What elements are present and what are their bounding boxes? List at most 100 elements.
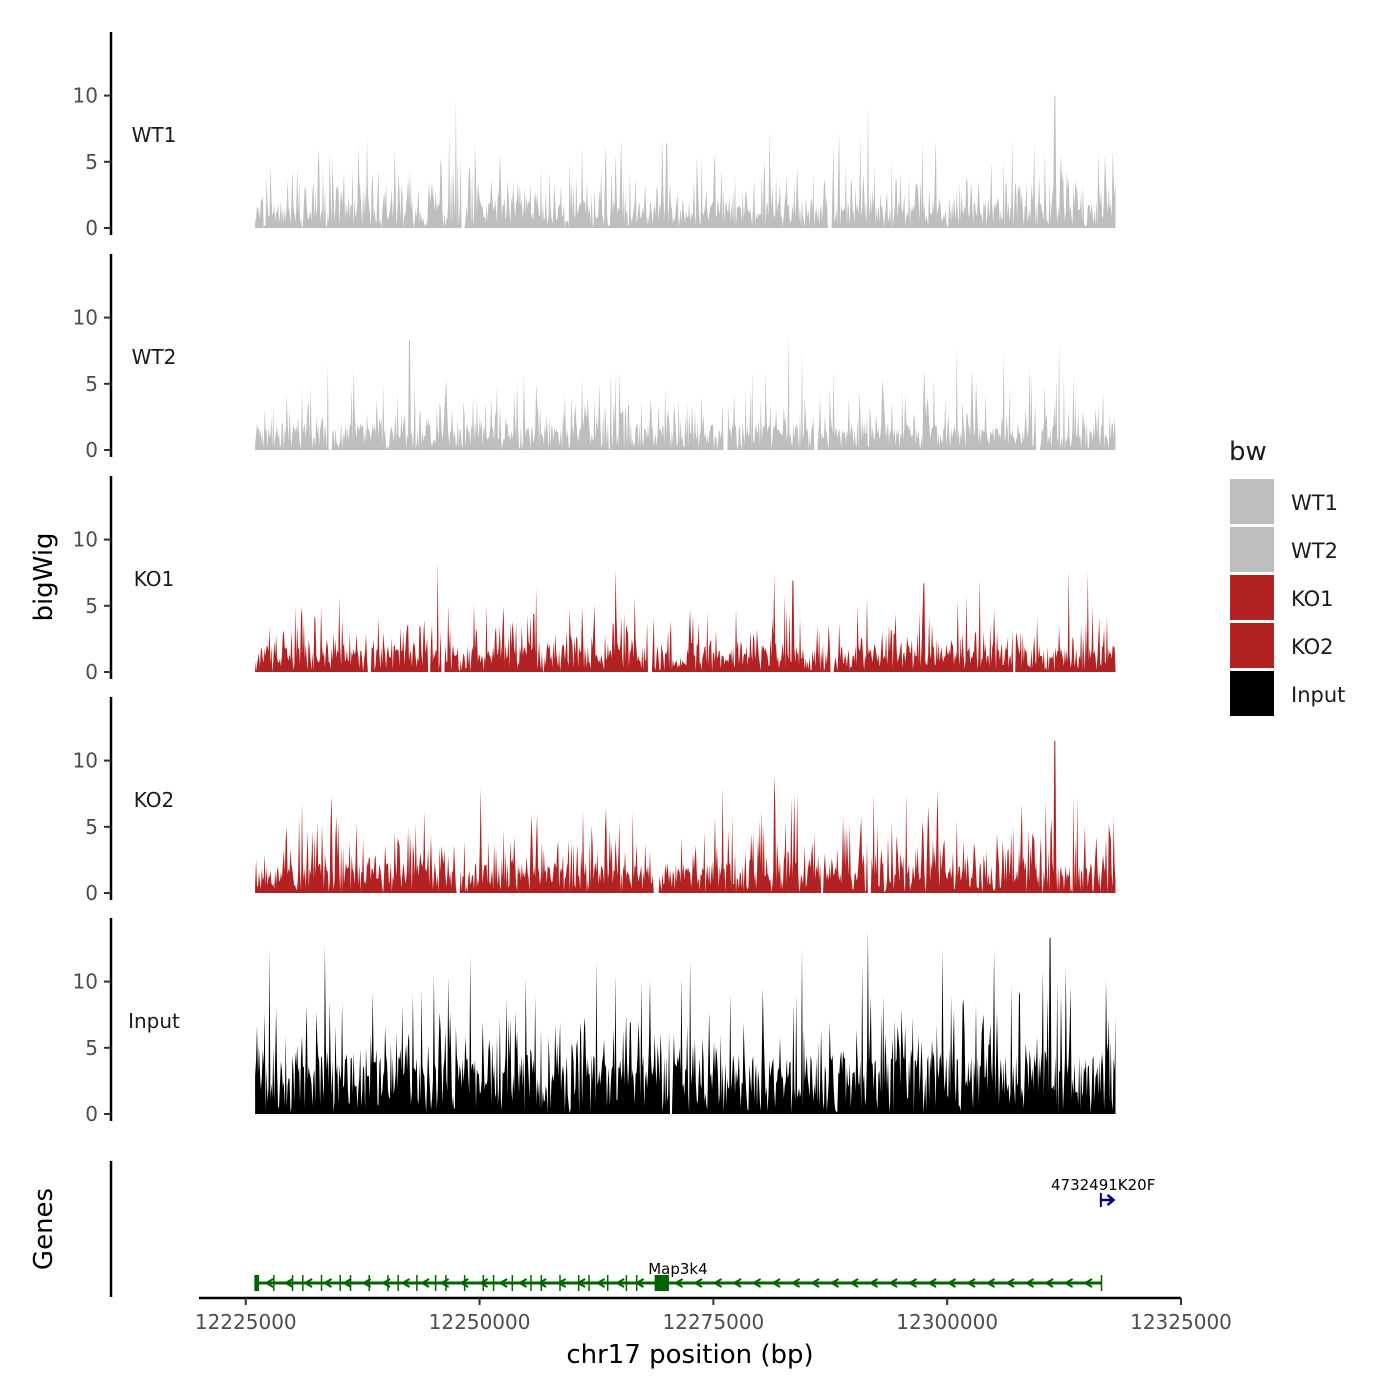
strand-arrow <box>673 1278 684 1288</box>
track-ko2: 0 5 10 KO2 <box>73 697 1116 905</box>
strand-arrow <box>459 1278 469 1288</box>
strand-arrow <box>927 1278 937 1288</box>
x-tick-label: 12250000 <box>429 1310 531 1334</box>
y-tick-label: 0 <box>85 881 98 905</box>
exon-block <box>255 1275 260 1291</box>
strand-arrow <box>849 1278 859 1288</box>
y-tick-label: 5 <box>85 594 98 618</box>
y-tick-label: 10 <box>73 306 98 330</box>
strand-arrow <box>693 1278 703 1288</box>
legend: bw WT1 WT2 KO1 KO2 Input <box>1229 437 1345 716</box>
strand-arrow <box>322 1278 333 1288</box>
strand-arrow <box>478 1278 489 1288</box>
strand-arrow <box>498 1278 508 1288</box>
legend-label-input: Input <box>1291 683 1345 707</box>
y-tick-label: 0 <box>85 216 98 240</box>
track-label: KO1 <box>134 567 175 591</box>
strand-arrow <box>829 1278 840 1288</box>
strand-arrow <box>654 1278 664 1288</box>
y-tick-label: 0 <box>85 438 98 462</box>
gene-panel: Map3k4 4732491K20F <box>109 1161 1155 1297</box>
strand-arrow <box>1106 1194 1116 1206</box>
track-ko1: 0 5 10 KO1 <box>73 476 1116 684</box>
strand-arrow <box>576 1278 586 1288</box>
legend-key-wt1 <box>1230 479 1274 524</box>
strand-arrow <box>283 1278 294 1288</box>
y-tick-label: 0 <box>85 1102 98 1126</box>
strand-arrow <box>342 1278 352 1288</box>
legend-key-ko1 <box>1230 575 1274 620</box>
legend-key-ko2 <box>1230 623 1274 668</box>
legend-label-wt1: WT1 <box>1291 491 1338 515</box>
y-tick-label: 10 <box>73 749 98 773</box>
y-tick-label: 10 <box>73 528 98 552</box>
legend-key-input <box>1230 671 1274 716</box>
strand-arrow <box>771 1278 781 1288</box>
x-tick-label: 12300000 <box>896 1310 998 1334</box>
strand-arrow <box>732 1278 742 1288</box>
y-tick-label: 10 <box>73 970 98 994</box>
legend-key-wt2 <box>1230 527 1274 572</box>
bigwig-tracks: 0 5 10 WT1 0 5 10 WT2 0 5 10 KO1 0 5 10 KO2 0 5 10 Input <box>73 32 1116 1126</box>
strand-arrow <box>946 1278 957 1288</box>
x-axis: 12225000 12250000 12275000 12300000 12325000 <box>195 1296 1232 1334</box>
strand-arrow <box>985 1278 996 1288</box>
signal-area-ko2 <box>255 740 1116 893</box>
y-tick-label: 5 <box>85 815 98 839</box>
x-axis-title: chr17 position (bp) <box>566 1340 813 1370</box>
strand-arrow <box>517 1278 528 1288</box>
y-tick-label: 5 <box>85 150 98 174</box>
y-tick-label: 5 <box>85 1036 98 1060</box>
strand-arrow <box>966 1278 976 1288</box>
signal-area-input <box>255 928 1116 1114</box>
signal-area-wt1 <box>255 95 1116 228</box>
strand-arrow <box>381 1278 391 1288</box>
legend-label-ko2: KO2 <box>1291 635 1334 659</box>
genes-axis-title: Genes <box>29 1188 59 1270</box>
strand-arrow <box>264 1278 274 1288</box>
track-label: WT2 <box>132 345 177 369</box>
strand-arrow <box>888 1278 898 1288</box>
signal-area-wt2 <box>255 333 1116 450</box>
y-tick-label: 5 <box>85 372 98 396</box>
strand-arrow <box>303 1278 313 1288</box>
y-tick-label: 0 <box>85 660 98 684</box>
track-label: Input <box>128 1009 180 1033</box>
exon-block <box>654 1275 669 1291</box>
strand-arrow <box>1024 1278 1035 1288</box>
signal-area-ko1 <box>255 560 1116 672</box>
legend-label-wt2: WT2 <box>1291 539 1338 563</box>
strand-arrow <box>595 1278 606 1288</box>
strand-arrow <box>751 1278 762 1288</box>
track-label: WT1 <box>132 123 177 147</box>
strand-arrow <box>420 1278 430 1288</box>
strand-arrow <box>556 1278 567 1288</box>
strand-arrow <box>907 1278 918 1288</box>
strand-arrow <box>1044 1278 1054 1288</box>
track-label: KO2 <box>134 788 175 812</box>
strand-arrow <box>400 1278 411 1288</box>
strand-arrow <box>1083 1278 1093 1288</box>
strand-arrow <box>1005 1278 1015 1288</box>
strand-arrow <box>439 1278 450 1288</box>
strand-arrow <box>868 1278 879 1288</box>
track-wt1: 0 5 10 WT1 <box>73 32 1116 240</box>
strand-arrow <box>361 1278 372 1288</box>
x-tick-label: 12275000 <box>662 1310 764 1334</box>
strand-arrow <box>1063 1278 1074 1288</box>
gene-label-map3k4: Map3k4 <box>648 1260 707 1278</box>
y-axis-title: bigWig <box>29 532 59 621</box>
strand-arrow <box>634 1278 645 1288</box>
y-tick-label: 10 <box>73 84 98 108</box>
x-tick-label: 12325000 <box>1130 1310 1232 1334</box>
track-wt2: 0 5 10 WT2 <box>73 254 1116 462</box>
strand-arrow <box>810 1278 820 1288</box>
legend-label-ko1: KO1 <box>1291 587 1334 611</box>
x-tick-label: 12225000 <box>195 1310 297 1334</box>
strand-arrow <box>615 1278 625 1288</box>
strand-arrow <box>790 1278 801 1288</box>
strand-arrow <box>712 1278 723 1288</box>
legend-title: bw <box>1229 437 1267 467</box>
track-input: 0 5 10 Input <box>73 918 1116 1126</box>
